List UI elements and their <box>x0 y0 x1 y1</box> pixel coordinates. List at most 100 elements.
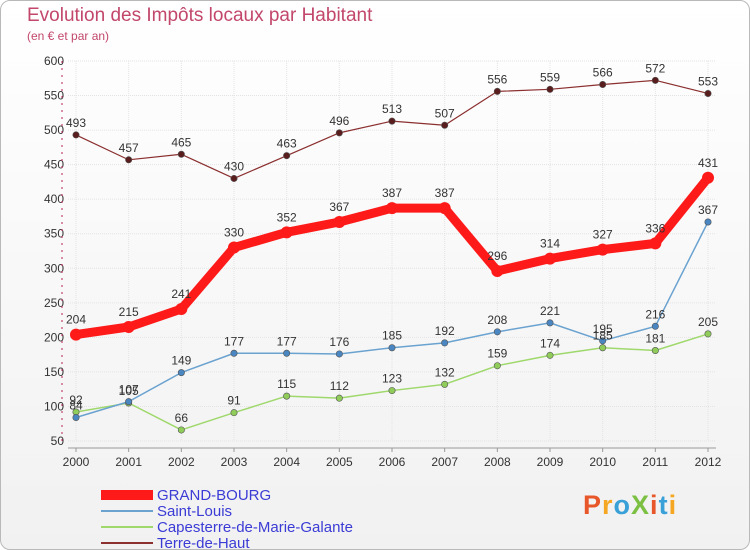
y-tick-label: 50 <box>51 434 65 448</box>
data-label: 92 <box>69 393 83 407</box>
x-tick-label: 2000 <box>63 455 90 469</box>
x-tick-label: 2001 <box>115 455 142 469</box>
data-label: 465 <box>171 135 191 149</box>
logo-letter: i <box>668 490 678 520</box>
data-point <box>702 171 714 184</box>
x-tick-label: 2010 <box>589 455 616 469</box>
data-label: 195 <box>593 322 613 336</box>
legend-label: GRAND-BOURG <box>157 486 272 504</box>
data-label: 241 <box>171 287 191 301</box>
data-point <box>651 346 659 354</box>
data-label: 496 <box>329 114 349 128</box>
data-point <box>283 392 291 400</box>
data-label: 216 <box>645 307 665 321</box>
data-label: 181 <box>645 331 665 345</box>
data-point <box>599 344 607 352</box>
data-label: 84 <box>69 399 83 413</box>
legend-label: Saint-Louis <box>157 502 233 520</box>
data-point <box>280 226 293 239</box>
legend-item: GRAND-BOURG <box>101 486 353 504</box>
legend-item: Terre-de-Haut <box>101 535 353 549</box>
legend-swatch <box>101 510 153 512</box>
data-label: 208 <box>487 313 507 327</box>
x-tick-label: 2008 <box>484 455 511 469</box>
data-point <box>704 330 712 338</box>
data-label: 215 <box>119 305 139 319</box>
data-label: 177 <box>277 334 297 348</box>
data-point <box>493 362 501 370</box>
data-point <box>283 349 291 357</box>
x-tick-label: 2003 <box>221 455 248 469</box>
data-label: 185 <box>382 329 402 343</box>
logo-letter: i <box>650 490 659 520</box>
data-point <box>544 252 556 265</box>
data-label: 463 <box>277 137 297 151</box>
data-point <box>230 409 238 417</box>
data-label: 352 <box>277 210 297 224</box>
data-point <box>177 150 185 158</box>
logo-letter: P <box>583 490 603 520</box>
legend-item: Capesterre-de-Marie-Galante <box>101 518 353 536</box>
data-label: 123 <box>382 372 402 386</box>
legend-swatch <box>101 542 153 544</box>
x-tick-label: 2006 <box>379 455 406 469</box>
data-point <box>72 414 80 422</box>
data-label: 105 <box>119 384 139 398</box>
data-label: 192 <box>435 324 455 338</box>
data-point <box>335 350 343 358</box>
y-tick-label: 200 <box>44 330 64 344</box>
data-label: 296 <box>487 249 507 263</box>
y-tick-label: 300 <box>44 261 64 275</box>
x-tick-label: 2011 <box>642 455 668 469</box>
x-tick-label: 2009 <box>537 455 564 469</box>
x-tick-label: 2002 <box>168 455 195 469</box>
data-label: 430 <box>224 159 244 173</box>
data-point <box>546 351 554 359</box>
data-point <box>438 202 451 215</box>
y-tick-label: 250 <box>44 296 64 310</box>
data-label: 221 <box>540 304 560 318</box>
data-label: 367 <box>698 203 718 217</box>
data-label: 572 <box>645 61 665 75</box>
logo-letter: t <box>658 490 669 520</box>
data-label: 159 <box>487 347 507 361</box>
data-label: 149 <box>171 354 191 368</box>
data-point <box>230 349 238 357</box>
data-point <box>388 117 396 125</box>
data-label: 513 <box>382 102 402 116</box>
data-point <box>651 76 659 84</box>
data-point <box>125 156 133 164</box>
data-point <box>704 89 712 97</box>
y-tick-label: 350 <box>44 227 64 241</box>
data-label: 387 <box>382 186 402 200</box>
x-tick-label: 2012 <box>695 455 722 469</box>
data-point <box>125 398 133 406</box>
y-tick-label: 150 <box>44 365 64 379</box>
data-label: 91 <box>227 394 241 408</box>
data-label: 559 <box>540 70 560 84</box>
data-label: 314 <box>540 237 560 251</box>
data-label: 553 <box>698 74 718 88</box>
data-point <box>704 218 712 226</box>
legend-label: Capesterre-de-Marie-Galante <box>157 518 353 536</box>
data-label: 493 <box>66 116 86 130</box>
data-point <box>649 237 662 250</box>
data-label: 66 <box>175 411 189 425</box>
logo-letter: r <box>602 490 614 520</box>
data-point <box>651 322 659 330</box>
data-label: 387 <box>435 186 455 200</box>
chart-legend: GRAND-BOURG Saint-Louis Capesterre-de-Mari… <box>101 486 353 549</box>
data-point <box>335 129 343 137</box>
data-point <box>599 80 607 88</box>
data-label: 107 <box>119 383 139 397</box>
data-label: 367 <box>329 200 349 214</box>
data-label: 115 <box>277 377 296 391</box>
y-tick-label: 450 <box>44 158 64 172</box>
y-tick-label: 600 <box>44 54 64 68</box>
data-label: 327 <box>593 228 613 242</box>
data-point <box>441 121 449 129</box>
x-tick-label: 2007 <box>431 455 458 469</box>
data-label: 132 <box>435 365 455 379</box>
